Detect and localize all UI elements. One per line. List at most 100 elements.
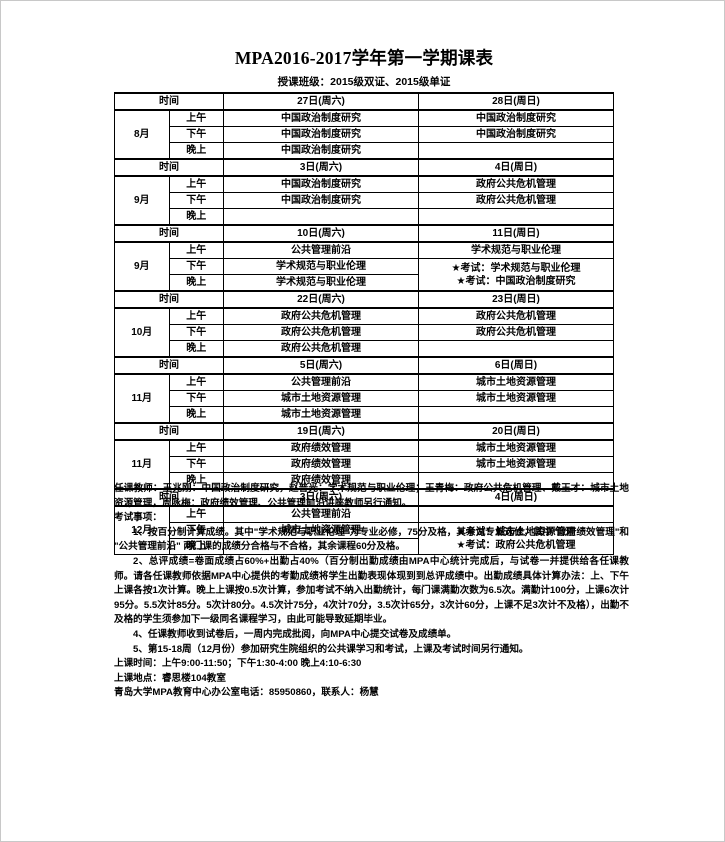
course-cell-saturday: 学术规范与职业伦理 <box>223 258 419 275</box>
course-cell-sunday: 政府公共危机管理 <box>418 175 614 193</box>
course-cell-saturday: 政府公共危机管理 <box>223 307 419 325</box>
table-row: 晚上 中国政治制度研究 <box>115 142 614 160</box>
table-row: 下午 政府公共危机管理 政府公共危机管理 <box>115 324 614 341</box>
day-header-saturday: 10日(周六) <box>223 224 419 243</box>
table-row: 下午 城市土地资源管理 ★考试：城市土地资源管理 ★考试：政府公共危机管理 <box>115 522 614 555</box>
month-cell: 11月 <box>114 373 170 424</box>
table-row: 下午 政府绩效管理 城市土地资源管理 <box>115 456 614 473</box>
month-cell: 12月 <box>114 505 170 555</box>
course-cell-sunday: 政府公共危机管理 <box>418 324 614 341</box>
slot-cell: 下午 <box>168 258 224 275</box>
slot-cell: 下午 <box>168 126 224 143</box>
notes-section: 任课教师：王兆刚：中国政治制度研究，赵普光：学术规范与职业伦理；王青梅：政府公共… <box>114 482 629 701</box>
course-cell-sunday: 政府公共危机管理 <box>418 192 614 209</box>
schedule-body: 时间 27日(周六) 28日(周日) 8月 上午 中国政治制度研究 中国政治制度研究 下午 中国… <box>114 92 614 555</box>
note-item-1: 1、按百分制计算成绩。其中"学术规范与职业伦理"为专业必修，75分及格，其余为专… <box>114 526 629 553</box>
schedule-block-header: 时间 3日(周六) 4日(周日) <box>114 158 614 177</box>
day-header-saturday: 5日(周六) <box>223 356 419 375</box>
slot-cell: 上午 <box>168 373 224 391</box>
slot-cell: 上午 <box>168 175 224 193</box>
exam-line-1: ★考试：城市土地资源管理 <box>456 526 576 538</box>
table-row: 晚上 学术规范与职业伦理 <box>115 274 614 292</box>
course-cell-sunday: 中国政治制度研究 <box>418 109 614 127</box>
slot-cell: 晚上 <box>168 340 224 358</box>
day-header-saturday: 19日(周六) <box>223 422 419 441</box>
time-header-cell: 时间 <box>114 356 224 375</box>
slot-cell: 下午 <box>168 192 224 209</box>
course-cell-sunday <box>418 406 614 424</box>
course-cell-saturday: 政府绩效管理 <box>223 456 419 473</box>
day-header-saturday: 27日(周六) <box>223 92 419 111</box>
slot-cell: 下午 <box>168 324 224 341</box>
exam-cell-sunday: ★考试：城市土地资源管理 ★考试：政府公共危机管理 <box>418 522 614 555</box>
course-cell-saturday: 中国政治制度研究 <box>223 192 419 209</box>
time-header-cell: 时间 <box>114 92 224 111</box>
slot-cell: 上午 <box>168 307 224 325</box>
table-row: 晚上 政府绩效管理 <box>115 472 614 490</box>
table-row: 9月 上午 公共管理前沿 学术规范与职业伦理 <box>114 241 614 292</box>
schedule-block-header: 时间 5日(周六) 6日(周日) <box>114 356 614 375</box>
day-header-sunday: 11日(周日) <box>418 224 614 243</box>
note-teachers: 任课教师：王兆刚：中国政治制度研究，赵普光：学术规范与职业伦理；王青梅：政府公共… <box>114 483 629 509</box>
month-cell: 8月 <box>114 109 170 160</box>
month-cell: 10月 <box>114 307 170 358</box>
course-cell-saturday: 政府公共危机管理 <box>223 340 419 358</box>
month-cell: 9月 <box>114 241 170 292</box>
table-row: 晚上 <box>115 208 614 226</box>
table-row: 下午 中国政治制度研究 中国政治制度研究 <box>115 126 614 143</box>
table-row: 下午 城市土地资源管理 城市土地资源管理 <box>115 390 614 407</box>
slot-cell: 上午 <box>168 109 224 127</box>
slot-cell: 晚上 <box>168 274 224 292</box>
course-cell-sunday: 城市土地资源管理 <box>418 456 614 473</box>
note-item-4: 4、任课教师收到试卷后，一周内完成批阅，向MPA中心提交试卷及成绩单。 <box>133 628 457 640</box>
course-cell-sunday: 政府公共危机管理 <box>418 307 614 325</box>
time-header-cell: 时间 <box>114 290 224 309</box>
time-header-cell: 时间 <box>114 422 224 441</box>
note-class-time: 上课时间：上午9:00-11:50；下午1:30-4:00 晚上4:10-6:3… <box>114 658 362 670</box>
course-cell-saturday: 学术规范与职业伦理 <box>223 274 419 292</box>
day-header-sunday: 20日(周日) <box>418 422 614 441</box>
note-exam-heading: 考试事项： <box>114 512 162 524</box>
course-cell-saturday: 政府公共危机管理 <box>223 324 419 341</box>
day-header-sunday: 4日(周日) <box>418 158 614 177</box>
table-row: 10月 上午 政府公共危机管理 政府公共危机管理 <box>114 307 614 358</box>
course-cell-sunday <box>418 340 614 358</box>
course-cell-saturday: 公共管理前沿 <box>223 373 419 391</box>
schedule-block-header: 时间 10日(周六) 11日(周日) <box>114 224 614 243</box>
course-cell-saturday: 城市土地资源管理 <box>223 406 419 424</box>
course-cell-saturday: 中国政治制度研究 <box>223 142 419 160</box>
table-row: 9月 上午 中国政治制度研究 政府公共危机管理 <box>114 175 614 226</box>
schedule-block-header: 时间 19日(周六) 20日(周日) <box>114 422 614 441</box>
note-item-2: 2、总评成绩=卷面成绩占60%+出勤占40%（百分制出勤成绩由MPA中心统计完成… <box>114 555 629 626</box>
table-row: 下午 学术规范与职业伦理 ★考试：学术规范与职业伦理 ★考试：中国政治制度研究 <box>115 258 614 292</box>
course-cell-saturday: 中国政治制度研究 <box>223 175 419 193</box>
table-row: 晚上 <box>115 538 614 555</box>
note-contact: 青岛大学MPA教育中心办公室电话：85950860，联系人：杨慧 <box>114 687 379 699</box>
schedule-block-header: 时间 22日(周六) 23日(周日) <box>114 290 614 309</box>
table-row: 8月 上午 中国政治制度研究 中国政治制度研究 <box>114 109 614 160</box>
slot-cell: 下午 <box>168 456 224 473</box>
page-subtitle: 授课班级：2015级双证、2015级单证 <box>277 76 451 88</box>
schedule-sheet: MPA2016-2017学年第一学期课表 授课班级：2015级双证、2015级单… <box>114 45 614 555</box>
slot-cell: 晚上 <box>168 538 224 555</box>
exam-line-2: ★考试：中国政治制度研究 <box>456 275 576 287</box>
course-cell-sunday <box>418 142 614 160</box>
day-header-sunday: 23日(周日) <box>418 290 614 309</box>
table-row: 11月 上午 公共管理前沿 城市土地资源管理 <box>114 373 614 424</box>
day-header-sunday: 6日(周日) <box>418 356 614 375</box>
course-cell-sunday: 学术规范与职业伦理 <box>418 241 614 259</box>
note-item-5: 5、第15-18周（12月份）参加研究生院组织的公共课学习和考试，上课及考试时间… <box>133 643 529 655</box>
day-header-saturday: 3日(周六) <box>223 158 419 177</box>
slot-cell: 晚上 <box>168 406 224 424</box>
month-cell: 9月 <box>114 175 170 226</box>
slot-cell: 晚上 <box>168 208 224 226</box>
exam-line-2: ★考试：政府公共危机管理 <box>456 539 576 551</box>
course-cell-saturday <box>223 538 419 555</box>
course-cell-sunday: 城市土地资源管理 <box>418 390 614 407</box>
slot-cell: 下午 <box>168 390 224 407</box>
course-cell-saturday: 中国政治制度研究 <box>223 126 419 143</box>
course-cell-saturday: 公共管理前沿 <box>223 241 419 259</box>
note-class-place: 上课地点：睿思楼104教室 <box>114 672 226 684</box>
table-row: 晚上 城市土地资源管理 <box>115 406 614 424</box>
